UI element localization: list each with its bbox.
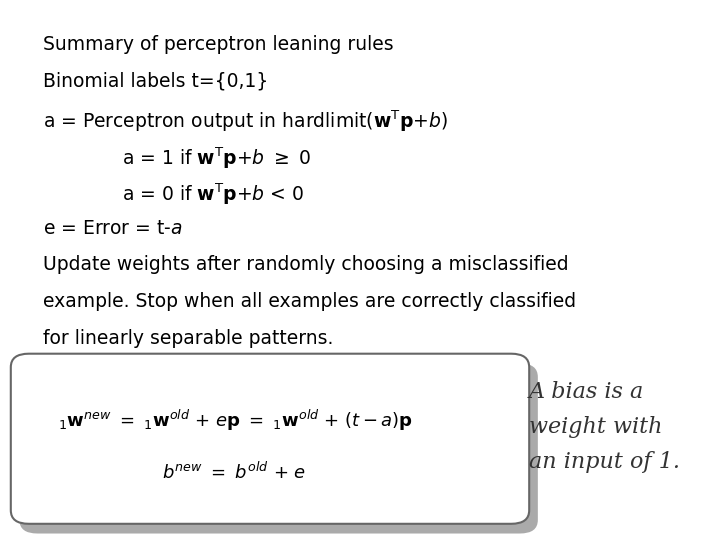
Text: $_1\mathbf{w}^{new}$ $=$ $_1\mathbf{w}^{old}$ $+$ $e\mathbf{p}$ $=$ $_1\mathbf{w: $_1\mathbf{w}^{new}$ $=$ $_1\mathbf{w}^{…	[58, 408, 413, 433]
FancyBboxPatch shape	[11, 354, 529, 524]
Text: $b^{new}$ $=$ $b^{old}$ $+$ $e$: $b^{new}$ $=$ $b^{old}$ $+$ $e$	[162, 462, 306, 483]
Text: e = Error = t-$a$: e = Error = t-$a$	[43, 219, 183, 238]
Text: Summary of perceptron leaning rules: Summary of perceptron leaning rules	[43, 35, 394, 54]
FancyBboxPatch shape	[19, 363, 538, 534]
Text: A bias is a: A bias is a	[529, 381, 644, 403]
Text: weight with: weight with	[529, 416, 662, 438]
Text: for linearly separable patterns.: for linearly separable patterns.	[43, 329, 333, 348]
Text: a = 1 if $\mathbf{w}^\mathrm{T}\mathbf{p}$+$b$ $\geq$ 0: a = 1 if $\mathbf{w}^\mathrm{T}\mathbf{p…	[122, 145, 312, 171]
Text: an input of 1.: an input of 1.	[529, 451, 680, 473]
Text: example. Stop when all examples are correctly classified: example. Stop when all examples are corr…	[43, 292, 576, 311]
Text: a = 0 if $\mathbf{w}^\mathrm{T}\mathbf{p}$+$b$ < 0: a = 0 if $\mathbf{w}^\mathrm{T}\mathbf{p…	[122, 182, 305, 207]
Text: Binomial labels t={0,1}: Binomial labels t={0,1}	[43, 72, 269, 91]
Text: a = Perceptron output in hardlimit($\mathbf{w}^\mathrm{T}\mathbf{p}$+$b$): a = Perceptron output in hardlimit($\mat…	[43, 109, 448, 134]
Text: Update weights after randomly choosing a misclassified: Update weights after randomly choosing a…	[43, 255, 569, 274]
